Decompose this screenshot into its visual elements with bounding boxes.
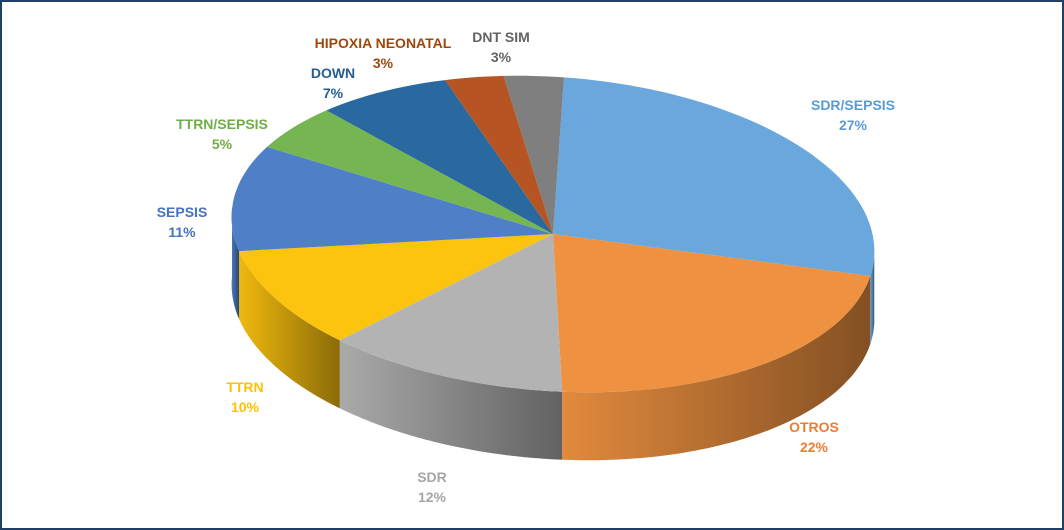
label-name-sdr-sepsis: SDR/SEPSIS: [811, 97, 895, 113]
label-value-sdr-sepsis: 27%: [839, 117, 868, 133]
label-name-otros: OTROS: [789, 419, 839, 435]
label-value-sdr: 12%: [418, 489, 447, 505]
label-name-sdr: SDR: [417, 469, 447, 485]
pie-slice-ttrn: [239, 234, 553, 341]
pie-slice-dnt-sim: [503, 75, 564, 234]
pie-slice-down: [326, 80, 553, 234]
pie-slice-otros: [553, 234, 871, 393]
label-name-ttrn: TTRN: [226, 379, 263, 395]
label-value-hipoxia-neonatal: 3%: [373, 55, 394, 71]
label-name-ttrn-sepsis: TTRN/SEPSIS: [176, 116, 268, 132]
pie-slice-sepsis: [231, 146, 553, 252]
label-name-dnt-sim: DNT SIM: [472, 29, 530, 45]
pie-slice-ttrn-sepsis: [267, 110, 553, 234]
pie-top-group: [231, 75, 875, 393]
data-labels: SDR/SEPSIS 27% OTROS 22% SDR 12% TTRN 10% SEPSIS…: [157, 29, 895, 505]
label-value-down: 7%: [323, 85, 344, 101]
pie-slice-hipoxia-neonatal: [445, 75, 553, 235]
label-value-otros: 22%: [800, 439, 829, 455]
label-name-sepsis: SEPSIS: [157, 204, 208, 220]
pie-side-ttrn: [239, 251, 340, 409]
label-name-hipoxia-neonatal: HIPOXIA NEONATAL: [315, 35, 452, 51]
label-value-ttrn-sepsis: 5%: [212, 136, 233, 152]
label-value-sepsis: 11%: [168, 224, 196, 240]
label-value-ttrn: 10%: [231, 399, 260, 415]
pie-side-sdr: [339, 340, 563, 460]
label-value-dnt-sim: 3%: [491, 49, 512, 65]
pie-side-group: [231, 208, 875, 461]
pie-slice-sdr-sepsis: [553, 77, 875, 277]
pie-side-sepsis: [231, 208, 240, 320]
label-name-down: DOWN: [311, 65, 355, 81]
pie-side-sdr-sepsis: [870, 255, 875, 344]
pie-side-otros: [562, 276, 871, 461]
pie-slice-sdr: [339, 234, 563, 392]
